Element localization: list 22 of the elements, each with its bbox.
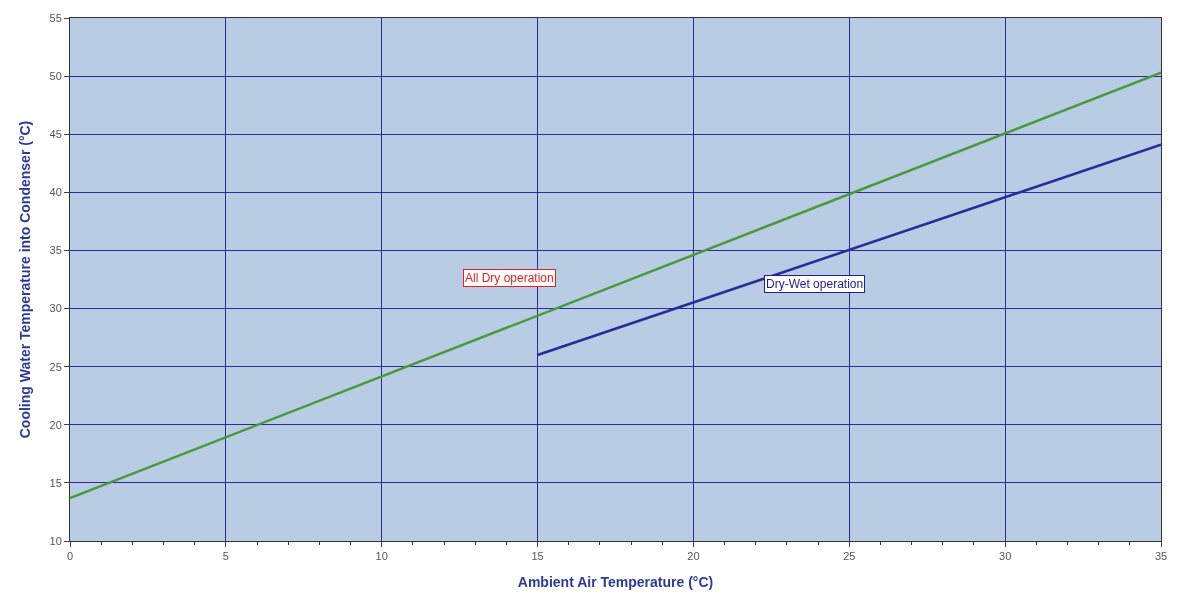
x-tick-label: 15: [531, 550, 544, 563]
y-tick-label: 50: [49, 69, 62, 82]
y-tick-label: 45: [49, 128, 62, 141]
y-tick-label: 55: [49, 11, 62, 24]
y-tick-label: 40: [49, 186, 62, 199]
annotation: All Dry operation: [465, 271, 554, 285]
y-tick-label: 20: [49, 418, 62, 431]
x-tick-label: 5: [222, 550, 229, 563]
y-tick-label: 10: [49, 534, 62, 547]
x-tick-label: 20: [687, 550, 700, 563]
annotation: Dry-Wet operation: [766, 277, 864, 291]
x-tick-label: 25: [843, 550, 856, 563]
x-tick-label: 30: [999, 550, 1012, 563]
x-tick-label: 10: [375, 550, 388, 563]
x-tick-label: 35: [1154, 550, 1168, 563]
y-axis-title: Cooling Water Temperature into Condenser (°C): [17, 120, 34, 439]
y-tick-label: 25: [49, 360, 62, 373]
y-tick-label: 15: [49, 476, 62, 489]
x-axis-title: Ambient Air Temperature (°C): [517, 573, 714, 590]
y-tick-label: 30: [49, 302, 62, 315]
x-tick-label: 0: [66, 550, 74, 563]
y-tick-label: 35: [49, 244, 62, 257]
